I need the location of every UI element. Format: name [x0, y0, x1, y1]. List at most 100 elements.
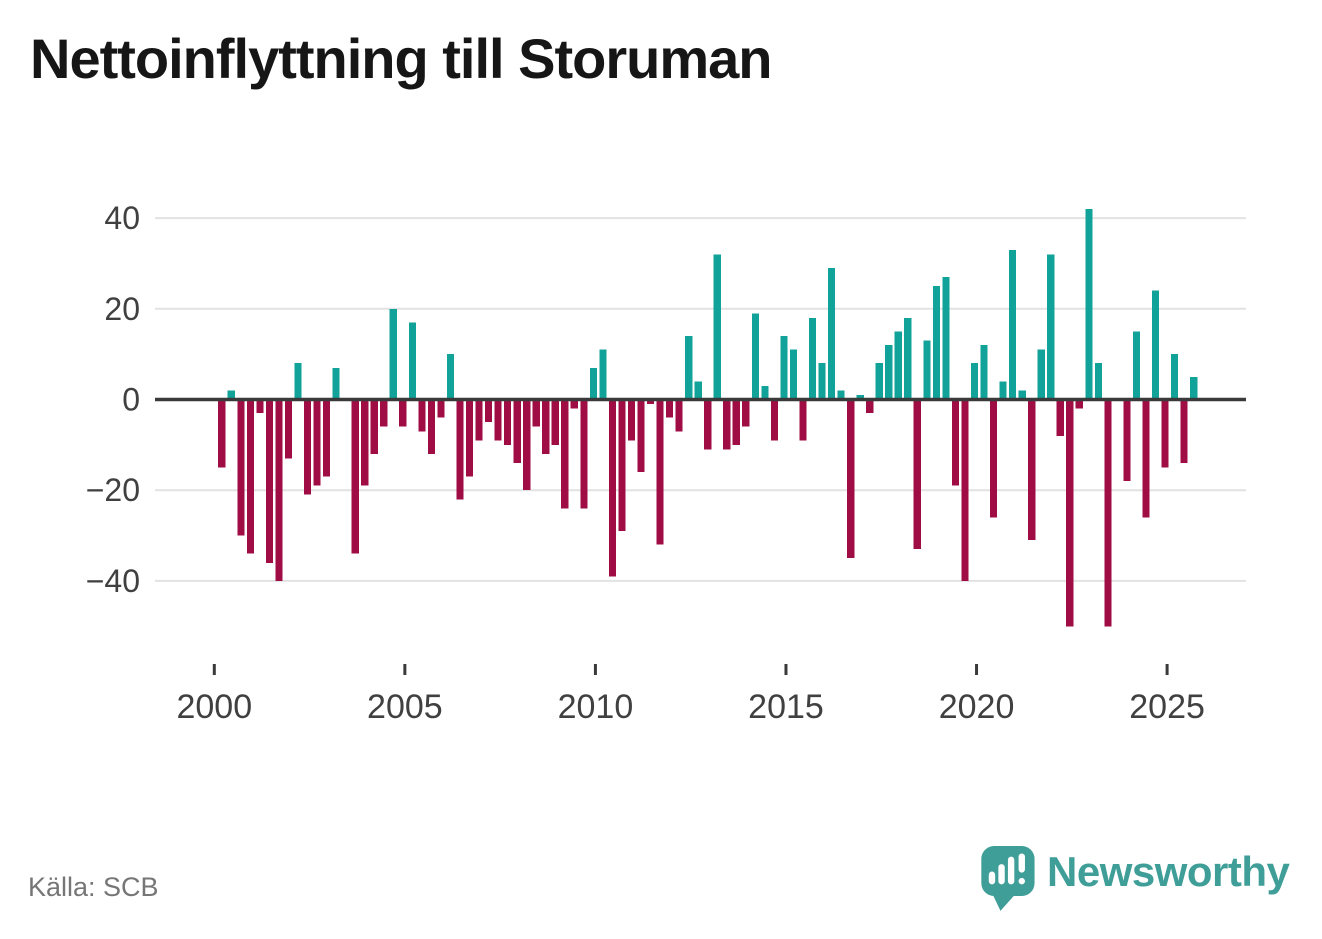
- bar: [646, 399, 655, 405]
- bar: [380, 399, 388, 427]
- bar: [1104, 399, 1112, 627]
- bar: [351, 399, 359, 554]
- bar: [685, 336, 693, 400]
- bar: [780, 336, 788, 400]
- bar: [265, 399, 274, 563]
- bar: [808, 317, 817, 400]
- bar: [847, 399, 855, 559]
- bar: [542, 399, 550, 454]
- bar: [427, 399, 436, 454]
- bar: [1180, 399, 1188, 463]
- source-note: Källa: SCB: [28, 872, 159, 902]
- bar: [618, 399, 626, 532]
- bar: [1047, 254, 1055, 400]
- bar: [465, 399, 474, 477]
- bar: [751, 313, 759, 400]
- bar: [913, 399, 921, 550]
- y-tick-label: 0: [122, 382, 140, 418]
- bar: [361, 399, 369, 486]
- bar: [732, 399, 740, 445]
- x-tick-label: 2020: [939, 688, 1015, 726]
- bar: [932, 286, 940, 400]
- bar: [666, 399, 674, 418]
- bar: [561, 399, 569, 509]
- bar: [418, 399, 426, 432]
- bar: [332, 367, 340, 400]
- bar: [1171, 354, 1179, 400]
- bar: [313, 399, 321, 486]
- bar: [1066, 399, 1074, 627]
- bar: [1085, 209, 1093, 400]
- bar: [484, 399, 493, 423]
- bar: [713, 254, 721, 400]
- x-tick-label: 2000: [176, 688, 252, 726]
- bar: [256, 399, 264, 414]
- bar: [704, 399, 712, 450]
- bar: [694, 381, 702, 400]
- bar: [818, 363, 826, 400]
- bar: [589, 367, 597, 400]
- bar: [866, 399, 874, 414]
- bar: [1009, 249, 1017, 400]
- bar: [637, 399, 645, 473]
- bar: [894, 331, 902, 400]
- bar: [1075, 399, 1083, 409]
- bar: [475, 399, 483, 441]
- bar: [1142, 399, 1150, 518]
- newsworthy-logo-icon: [981, 846, 1035, 911]
- bar: [532, 399, 540, 427]
- bar: [675, 399, 683, 432]
- bar: [408, 322, 416, 400]
- bar: [627, 399, 636, 441]
- bar: [856, 394, 864, 400]
- bar: [923, 340, 931, 400]
- bar: [837, 390, 845, 400]
- x-tick-label: 2010: [558, 688, 634, 726]
- bar: [1123, 399, 1131, 482]
- bar: [437, 399, 445, 418]
- bar: [570, 399, 578, 409]
- bar: [789, 349, 798, 400]
- bar: [1132, 331, 1141, 400]
- bar: [1028, 399, 1036, 541]
- bar: [446, 354, 455, 400]
- bar: [599, 349, 607, 400]
- x-tick-label: 2025: [1129, 688, 1205, 726]
- y-tick-label: −40: [86, 563, 140, 599]
- bar: [942, 277, 950, 400]
- y-tick-label: −20: [86, 472, 140, 508]
- bar: [1056, 399, 1064, 436]
- bar: [1094, 363, 1102, 400]
- bar: [761, 385, 769, 400]
- bar: [1018, 390, 1026, 400]
- bar: [723, 399, 731, 450]
- bar: [989, 399, 998, 518]
- bar: [951, 399, 960, 486]
- bar: [456, 399, 464, 500]
- bar: [875, 363, 883, 400]
- y-tick-label: 40: [104, 200, 140, 236]
- bar: [980, 345, 988, 400]
- bar: [1037, 349, 1045, 400]
- bar: [399, 399, 407, 427]
- bar: [294, 363, 302, 400]
- newsworthy-logo: Newsworthy: [981, 846, 1301, 916]
- x-tick-label: 2015: [748, 688, 824, 726]
- bar: [904, 317, 912, 400]
- newsworthy-wordmark: Newsworthy: [1047, 848, 1290, 895]
- bar: [970, 363, 979, 400]
- bar: [504, 399, 512, 445]
- bar: [370, 399, 378, 454]
- bar: [1161, 399, 1169, 468]
- bar: [513, 399, 521, 463]
- bar: [999, 381, 1007, 400]
- bar: [246, 399, 254, 554]
- bar: [275, 399, 283, 581]
- x-tick-label: 2005: [367, 688, 443, 726]
- y-tick-label: 20: [104, 291, 140, 327]
- bar: [237, 399, 245, 536]
- bar: [1190, 376, 1198, 400]
- bar: [284, 399, 293, 459]
